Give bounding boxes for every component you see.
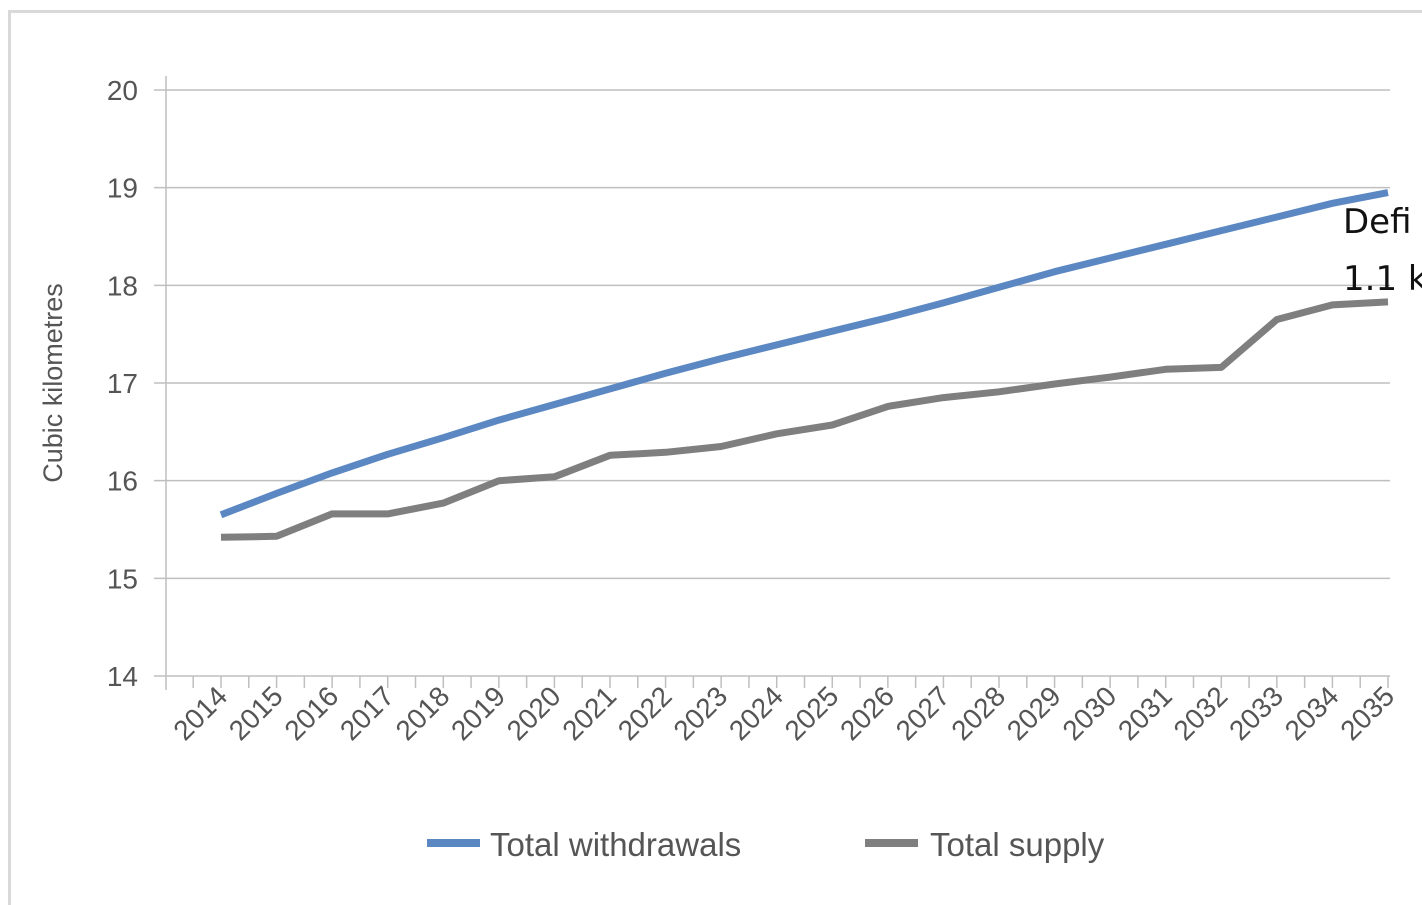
x-tick-label: 2020 — [501, 680, 567, 746]
x-tick-label: 2026 — [834, 680, 900, 746]
legend: Total withdrawals Total supply — [427, 826, 1105, 863]
x-tick-label: 2024 — [723, 680, 789, 746]
x-tick-label: 2025 — [779, 680, 845, 746]
x-tick-label: 2030 — [1056, 680, 1122, 746]
x-tick-label: 2029 — [1001, 680, 1067, 746]
y-tick-labels: 14 15 16 17 18 19 20 — [107, 75, 138, 692]
annotation-line-1: Defi — [1343, 202, 1412, 242]
y-tick-label: 20 — [107, 75, 138, 106]
x-tick-label: 2033 — [1223, 680, 1289, 746]
annotation: Defi 1.1 k — [1343, 202, 1422, 299]
y-tick-label: 19 — [107, 173, 138, 204]
legend-label-total-supply: Total supply — [930, 826, 1105, 863]
y-tick-label: 14 — [107, 661, 138, 692]
y-axis-title: Cubic kilometres — [38, 283, 68, 483]
y-tick-label: 18 — [107, 270, 138, 301]
x-tick-label: 2021 — [556, 680, 622, 746]
legend-label-total-withdrawals: Total withdrawals — [490, 826, 741, 863]
x-tick-label: 2018 — [390, 680, 456, 746]
x-tick-label: 2034 — [1279, 680, 1345, 746]
x-tick-label: 2032 — [1168, 680, 1234, 746]
annotation-line-2: 1.1 k — [1343, 259, 1422, 299]
x-tick-label: 2028 — [945, 680, 1011, 746]
x-tick-label: 2031 — [1112, 680, 1178, 746]
x-tick-label: 2019 — [445, 680, 511, 746]
gridlines — [154, 89, 1390, 688]
x-tick-label: 2016 — [278, 680, 344, 746]
x-tick-label: 2017 — [334, 680, 400, 746]
y-tick-label: 17 — [107, 368, 138, 399]
x-tick-label: 2015 — [223, 680, 289, 746]
x-tick-label: 2014 — [167, 680, 233, 746]
x-tick-label: 2023 — [667, 680, 733, 746]
x-tick-labels: 2014201520162017201820192020202120222023… — [167, 680, 1400, 746]
y-tick-label: 16 — [107, 466, 138, 497]
y-tick-label: 15 — [107, 563, 138, 594]
chart-frame — [8, 10, 1422, 905]
series-lines — [219, 189, 1389, 541]
series-line-total-supply — [220, 298, 1389, 541]
x-tick-label: 2022 — [612, 680, 678, 746]
x-tick-label: 2027 — [890, 680, 956, 746]
axes — [165, 76, 1390, 690]
x-tick-label: 2035 — [1334, 680, 1400, 746]
series-line-total-withdrawals — [219, 189, 1389, 519]
